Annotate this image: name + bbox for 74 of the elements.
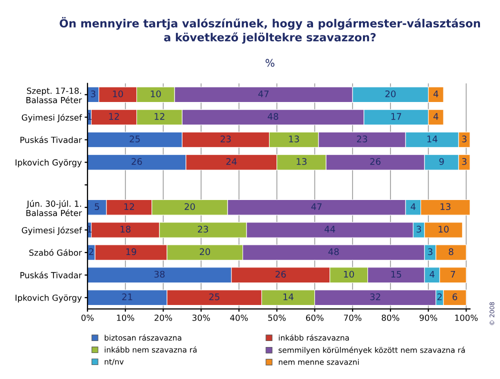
data-label: 32 <box>370 293 380 300</box>
y-tick-label: Szabó Gábor <box>29 249 82 256</box>
data-label: 9 <box>439 158 444 165</box>
data-label: 25 <box>130 136 140 142</box>
data-label: 10 <box>113 90 123 98</box>
data-label: 15 <box>391 270 402 278</box>
data-label: 10 <box>150 90 161 98</box>
data-label: 10 <box>438 226 449 233</box>
x-tick-label: 0% <box>81 314 94 321</box>
x-tick-label: 30% <box>192 314 210 321</box>
data-label: 5 <box>94 203 100 210</box>
data-label: 23 <box>220 136 231 142</box>
x-tick-label: 60% <box>306 314 324 321</box>
y-tick-label: Gyimesi József <box>22 226 82 236</box>
chart-subtitle: % <box>266 58 274 67</box>
data-label: 8 <box>448 248 454 256</box>
data-label: 17 <box>391 113 402 120</box>
data-label: 19 <box>126 248 136 256</box>
data-label: 3 <box>428 248 432 256</box>
x-tick-label: 100% <box>455 314 478 321</box>
data-label: 12 <box>154 112 164 120</box>
data-label: 47 <box>311 203 322 210</box>
data-label: 3 <box>416 226 422 233</box>
y-tick-label: Jún. 30-júl. 1. Balassa Péter <box>26 200 82 216</box>
data-label: 13 <box>296 158 306 165</box>
data-label: 44 <box>324 226 336 232</box>
data-label: 20 <box>385 90 396 98</box>
data-label: 7 <box>450 270 456 278</box>
data-label: 12 <box>124 203 134 210</box>
data-label: 48 <box>268 112 278 120</box>
data-label: 21 <box>122 293 132 300</box>
data-label: 13 <box>289 136 299 142</box>
y-tick-label: Szept. 17-18. Balassa Péter <box>26 88 82 104</box>
data-label: 3 <box>90 90 96 98</box>
data-label: 25 <box>209 293 220 300</box>
data-label: 6 <box>452 293 458 300</box>
x-tick-label: 50% <box>268 314 286 321</box>
data-label: 23 <box>356 136 368 142</box>
data-label: 2 <box>89 248 94 255</box>
data-label: 4 <box>433 113 438 120</box>
data-label: 3 <box>462 158 466 165</box>
y-tick-label: Puskás Tivadar <box>20 272 82 278</box>
data-label: 4 <box>430 270 434 278</box>
y-tick-label: Ipkovich György <box>16 159 82 168</box>
y-tick-label: Puskás Tivadar <box>20 136 82 144</box>
y-tick-label: Ipkovich György <box>16 294 82 303</box>
x-tick-label: 90% <box>420 314 438 321</box>
data-label: 26 <box>132 158 142 165</box>
data-label: 20 <box>184 203 195 210</box>
x-tick-label: 20% <box>154 314 172 321</box>
x-tick-label: 80% <box>382 314 400 321</box>
data-label: 24 <box>226 158 237 165</box>
data-label: 14 <box>427 136 438 142</box>
data-label: 23 <box>198 226 208 233</box>
data-label: 14 <box>283 294 294 300</box>
data-label: 47 <box>258 90 269 98</box>
data-label: 38 <box>154 270 165 278</box>
data-label: 48 <box>328 248 339 256</box>
data-label: 13 <box>440 203 450 210</box>
data-label: 4 <box>410 203 416 210</box>
data-label: 12 <box>109 112 119 120</box>
x-tick-label: 40% <box>230 314 248 321</box>
chart-title: Ön mennyire tartja valószínűnek, hogy a polgármester-választáson a következő jelöltekre szavazzon? <box>60 17 480 44</box>
data-label: 20 <box>200 248 210 256</box>
data-label: 26 <box>276 270 286 278</box>
data-label: 26 <box>370 158 380 165</box>
data-label: 4 <box>433 90 438 98</box>
data-label: 3 <box>462 136 466 142</box>
data-label: 18 <box>120 226 130 233</box>
data-label: 2 <box>437 293 442 300</box>
y-tick-label: Gyimesi József <box>22 114 82 122</box>
x-tick-label: 10% <box>117 314 134 321</box>
x-tick-label: 70% <box>344 314 362 321</box>
data-label: 10 <box>344 270 354 278</box>
